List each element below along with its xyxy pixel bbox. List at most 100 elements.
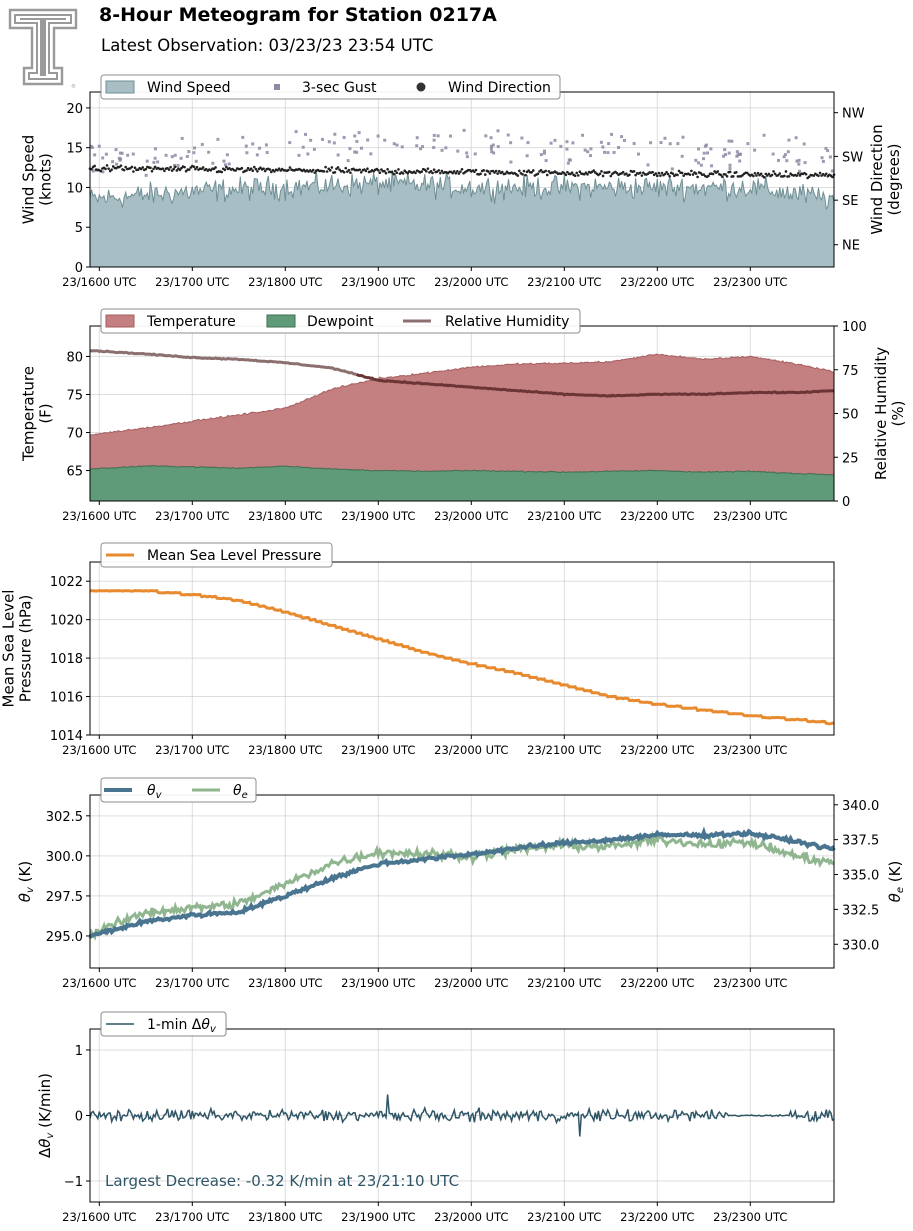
gust-point: [797, 158, 801, 162]
wind-direction-point: [677, 169, 681, 173]
gust-point: [728, 163, 732, 167]
legend-label: Temperature: [146, 314, 236, 330]
delta-theta-line: [89, 1094, 835, 1137]
wind-direction-point: [497, 169, 501, 173]
wind-direction-point: [245, 169, 248, 172]
wind-direction-point: [621, 170, 625, 174]
wind-direction-point: [625, 172, 628, 175]
wind-direction-point: [457, 172, 461, 175]
gust-point: [553, 138, 557, 142]
gust-point: [803, 161, 807, 165]
wind-speed-line: [89, 169, 835, 211]
gust-point: [566, 161, 570, 165]
wind-direction-point: [766, 174, 769, 177]
wind-direction-point: [707, 174, 710, 178]
wind-direction-point: [592, 169, 596, 172]
wind-direction-point: [152, 167, 155, 171]
wind-direction-point: [392, 172, 396, 176]
wind-direction-point: [527, 169, 530, 172]
gust-point: [649, 141, 653, 145]
gust-point: [294, 130, 298, 134]
wind-direction-point: [420, 170, 424, 173]
wind-direction-point: [665, 170, 668, 174]
gust-point: [777, 158, 781, 162]
gust-point: [583, 148, 587, 152]
gust-point: [489, 136, 493, 140]
gust-point: [490, 150, 494, 154]
gust-point: [676, 142, 680, 146]
wind-direction-point: [124, 165, 127, 169]
wind-direction-point: [474, 168, 478, 172]
right-tick-label: 332.5: [842, 903, 879, 918]
gust-point: [346, 159, 350, 163]
gust-point: [176, 163, 180, 167]
wind-direction-point: [615, 171, 619, 175]
gust-point: [118, 151, 122, 155]
gust-point: [821, 159, 825, 163]
wind-direction-point: [578, 170, 582, 174]
x-tick-label: 23/1900 UTC: [341, 275, 415, 289]
right-tick-label: 337.5: [842, 834, 879, 849]
gust-point: [120, 151, 124, 155]
gust-point: [392, 142, 396, 146]
gust-point: [753, 148, 757, 152]
gust-point: [436, 134, 440, 138]
gust-point: [601, 145, 605, 149]
right-axis-label: θe (K): [886, 861, 906, 903]
wind-direction-point: [778, 172, 782, 175]
wind-direction-point: [496, 172, 499, 175]
gust-point: [448, 134, 452, 138]
y-tick-label: 1018: [50, 652, 83, 667]
wind-direction-point: [172, 167, 175, 171]
x-tick-label: 23/2300 UTC: [713, 976, 787, 990]
wind-direction-point: [539, 168, 543, 172]
wind-direction-point: [170, 169, 174, 172]
wind-direction-point: [132, 170, 135, 173]
wind-direction-point: [220, 170, 224, 174]
gust-point: [771, 152, 775, 156]
wind-direction-point: [494, 169, 498, 173]
gust-point: [525, 154, 529, 158]
wind-direction-point: [547, 170, 551, 173]
wind-direction-point: [479, 172, 482, 176]
gust-point: [101, 170, 105, 174]
wind-direction-point: [187, 168, 191, 171]
gust-point: [607, 142, 611, 146]
wind-direction-point: [139, 167, 143, 171]
gust-point: [565, 140, 569, 144]
gust-point: [723, 148, 727, 152]
x-tick-label: 23/2000 UTC: [434, 976, 508, 990]
y-tick-label: 75: [66, 388, 83, 403]
right-tick-label: 50: [842, 408, 859, 423]
legend-label: θv: [147, 783, 163, 801]
gust-point: [617, 146, 621, 150]
gust-point: [738, 159, 742, 163]
y-tick-label: 0: [75, 1110, 83, 1125]
wind-direction-point: [601, 174, 605, 178]
svg-text:®: ®: [71, 83, 76, 90]
x-tick-label: 23/2100 UTC: [527, 976, 601, 990]
gust-point: [119, 157, 123, 161]
gust-point: [355, 139, 359, 143]
gust-point: [571, 141, 575, 145]
wind-direction-point: [721, 175, 724, 179]
gust-point: [473, 152, 477, 156]
right-tick-label: NW: [842, 107, 865, 122]
gust-point: [506, 133, 510, 137]
gust-point: [603, 150, 607, 154]
wind-direction-point: [725, 175, 729, 178]
y-tick-label: 65: [66, 465, 83, 480]
gust-point: [288, 141, 292, 145]
gust-point: [227, 162, 231, 166]
gust-point: [786, 150, 790, 154]
wind-direction-point: [576, 174, 580, 177]
wind-direction-point: [277, 167, 281, 170]
wind-direction-point: [452, 169, 456, 173]
wind-direction-point: [349, 171, 352, 174]
wind-direction-point: [359, 170, 363, 174]
gust-point: [222, 159, 226, 163]
wind-direction-point: [322, 170, 326, 173]
gust-point: [101, 156, 105, 160]
wind-direction-point: [459, 170, 462, 173]
